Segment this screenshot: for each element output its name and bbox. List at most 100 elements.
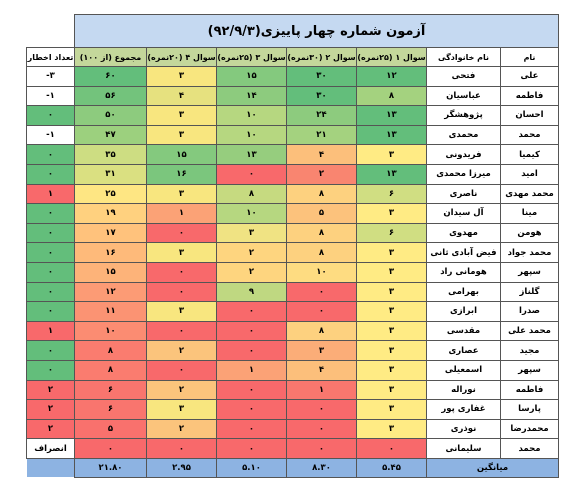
student-name: مینا bbox=[500, 203, 559, 224]
student-name: محمد مهدی bbox=[500, 183, 559, 205]
student-name: مجید bbox=[500, 340, 559, 361]
student-name: محمد علی bbox=[500, 320, 559, 342]
total-score: ۱۱ bbox=[74, 301, 147, 322]
sheet-title: آزمون شماره چهار پاییزی(۹۲/۹/۳) bbox=[74, 14, 559, 48]
total-score: ۱۵ bbox=[74, 261, 147, 283]
student-family: بهرامی bbox=[426, 281, 501, 303]
q2-score: ۲ bbox=[286, 163, 357, 185]
total-score: ۸ bbox=[74, 359, 147, 381]
student-family: مقدسی bbox=[426, 320, 501, 342]
q1-score: ۳ bbox=[356, 340, 427, 361]
absence-count: ۱ bbox=[26, 183, 75, 205]
student-family: فتحی bbox=[426, 66, 501, 87]
table-row: احسان پژوهشگر ۱۳ ۲۴ ۱۰ ۳ ۵۰ ۰ bbox=[26, 105, 559, 126]
q2-score: ۴ bbox=[286, 144, 357, 165]
absence-count: ۰ bbox=[26, 359, 75, 381]
q1-score: ۶ bbox=[356, 183, 427, 205]
total-score: ۳۵ bbox=[74, 144, 147, 165]
table-row: فاطمه نوراله ۳ ۱ ۰ ۲ ۶ ۲ bbox=[26, 379, 559, 401]
table-row: صدرا ابرازی ۳ ۰ ۰ ۳ ۱۱ ۰ bbox=[26, 301, 559, 322]
student-name: صدرا bbox=[500, 301, 559, 322]
absence-count: ۰ bbox=[26, 203, 75, 224]
total-score: ۳۱ bbox=[74, 163, 147, 185]
table-row: محمد محمدی ۱۳ ۲۱ ۱۰ ۳ ۴۷ ۱- bbox=[26, 124, 559, 146]
student-family: هومانی راد bbox=[426, 261, 501, 283]
q4-score: ۳ bbox=[146, 183, 217, 205]
total-score: ۵۶ bbox=[74, 85, 147, 107]
student-family: میرزا محمدی bbox=[426, 163, 501, 185]
student-family: سلیمانی bbox=[426, 438, 501, 459]
table-row: امید میرزا محمدی ۱۳ ۲ ۰ ۱۶ ۳۱ ۰ bbox=[26, 163, 559, 185]
q1-score: ۱۳ bbox=[356, 124, 427, 146]
q4-score: ۰ bbox=[146, 359, 217, 381]
student-family: نوذری bbox=[426, 418, 501, 440]
table-row: سپهر اسمعیلی ۳ ۴ ۱ ۰ ۸ ۰ bbox=[26, 359, 559, 381]
q4-score: ۳ bbox=[146, 105, 217, 126]
absence-count: ۰ bbox=[26, 163, 75, 185]
q4-score: ۳ bbox=[146, 301, 217, 322]
table-row: محمد علی مقدسی ۳ ۸ ۰ ۰ ۱۰ ۱ bbox=[26, 320, 559, 342]
student-name: کیمیا bbox=[500, 144, 559, 165]
student-family: پژوهشگر bbox=[426, 105, 501, 126]
student-family: غفاری پور bbox=[426, 399, 501, 420]
q3-score: ۱۰ bbox=[216, 203, 287, 224]
student-name: گلناز bbox=[500, 281, 559, 303]
q2-score: ۵ bbox=[286, 203, 357, 224]
student-name: محمد bbox=[500, 438, 559, 459]
header-absences: تعداد اخطار bbox=[26, 47, 75, 67]
q2-score: ۳ bbox=[286, 340, 357, 361]
q2-score: ۰ bbox=[286, 399, 357, 420]
average-label: میانگین bbox=[426, 457, 559, 478]
absence-count: ۱- bbox=[26, 85, 75, 107]
q3-score: ۰ bbox=[216, 301, 287, 322]
total-score: ۱۶ bbox=[74, 242, 147, 263]
table-row: هومن مهدوی ۶ ۸ ۳ ۰ ۱۷ ۰ bbox=[26, 222, 559, 244]
title-blank bbox=[27, 15, 75, 48]
table-row: محمدرضا نوذری ۳ ۰ ۰ ۲ ۵ ۲ bbox=[26, 418, 559, 440]
q3-score: ۱۴ bbox=[216, 85, 287, 107]
q1-score: ۳ bbox=[356, 320, 427, 342]
student-name: فاطمه bbox=[500, 85, 559, 107]
table-row: مجید عصاری ۳ ۳ ۰ ۲ ۸ ۰ bbox=[26, 340, 559, 361]
student-name: احسان bbox=[500, 105, 559, 126]
table-row: محمد مهدی ناصری ۶ ۸ ۸ ۳ ۲۵ ۱ bbox=[26, 183, 559, 205]
q1-score: ۳ bbox=[356, 144, 427, 165]
absence-count: ۲ bbox=[26, 399, 75, 420]
score-table: آزمون شماره چهار پاییزی(۹۲/۹/۳) نام نام … bbox=[26, 14, 559, 478]
total-score: ۶ bbox=[74, 399, 147, 420]
total-score: ۵۰ bbox=[74, 105, 147, 126]
q3-score: ۸ bbox=[216, 183, 287, 205]
q2-score: ۳۰ bbox=[286, 66, 357, 87]
q1-score: ۳ bbox=[356, 281, 427, 303]
absence-count: ۲ bbox=[26, 379, 75, 401]
q2-score: ۱۰ bbox=[286, 261, 357, 283]
header-family: نام خانوادگی bbox=[426, 47, 501, 67]
q3-score: ۳ bbox=[216, 222, 287, 244]
student-family: محمدی bbox=[426, 124, 501, 146]
student-name: پارسا bbox=[500, 399, 559, 420]
q3-score: ۰ bbox=[216, 379, 287, 401]
q1-score: ۳ bbox=[356, 418, 427, 440]
absence-count: ۰ bbox=[26, 144, 75, 165]
average-q1: ۵.۴۵ bbox=[356, 457, 427, 478]
q3-score: ۹ bbox=[216, 281, 287, 303]
q1-score: ۳ bbox=[356, 379, 427, 401]
table-row: مینا آل سیدان ۳ ۵ ۱۰ ۱ ۱۹ ۰ bbox=[26, 203, 559, 224]
q3-score: ۰ bbox=[216, 418, 287, 440]
q4-score: ۴ bbox=[146, 85, 217, 107]
student-name: محمد bbox=[500, 124, 559, 146]
header-q4: سوال ۴ (۲۰نمره) bbox=[146, 47, 217, 67]
average-row: میانگین ۵.۴۵ ۸.۳۰ ۵.۱۰ ۲.۹۵ ۲۱.۸۰ bbox=[26, 457, 559, 478]
header-q1: سوال ۱ (۲۵نمره) bbox=[356, 47, 427, 67]
absence-count: ۱- bbox=[26, 124, 75, 146]
table-row: علی فتحی ۱۲ ۳۰ ۱۵ ۳ ۶۰ ۳- bbox=[26, 66, 559, 87]
student-family: فریدونی bbox=[426, 144, 501, 165]
q2-score: ۱ bbox=[286, 379, 357, 401]
absence-count: ۰ bbox=[26, 340, 75, 361]
footer-blank bbox=[26, 458, 75, 478]
absence-count: ۰ bbox=[26, 105, 75, 126]
absence-count: ۲ bbox=[26, 418, 75, 440]
q4-score: ۳ bbox=[146, 124, 217, 146]
q4-score: ۳ bbox=[146, 242, 217, 263]
q3-score: ۱۳ bbox=[216, 144, 287, 165]
